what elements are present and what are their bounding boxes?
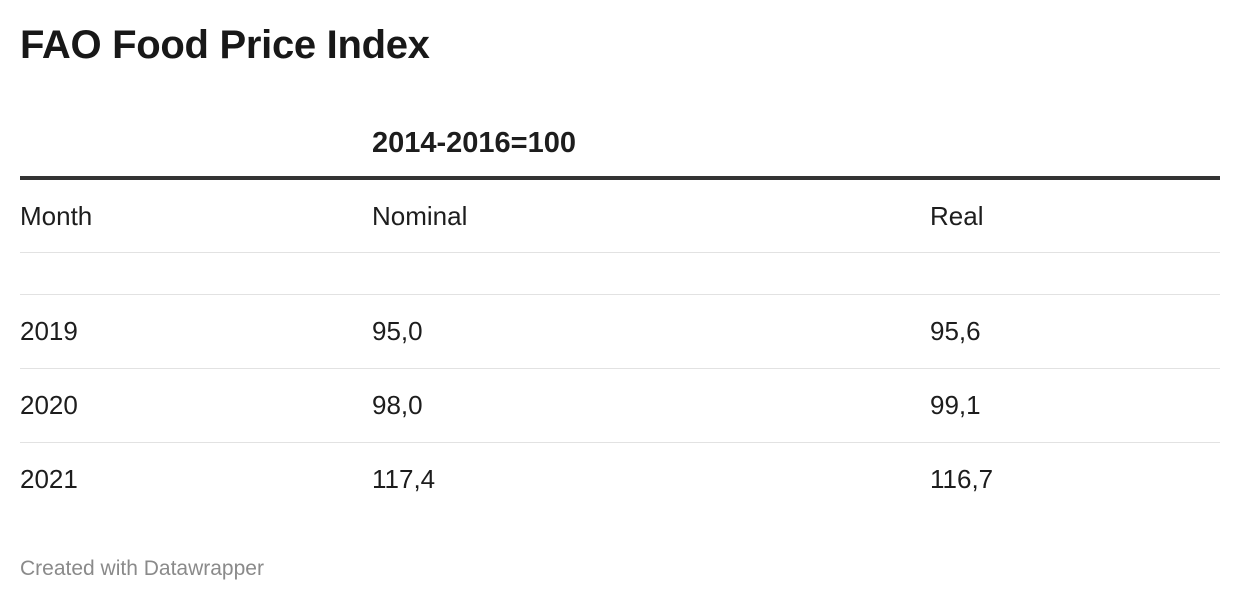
data-table-container: 2014-2016=100 Month Nominal Real 2019 95…: [20, 110, 1221, 517]
table-row: 2019 95,0 95,6: [20, 294, 1221, 369]
blank-row: [20, 252, 1221, 295]
cell-nominal: 117,4: [372, 464, 436, 494]
table-row: 2021 117,4 116,7: [20, 443, 1220, 517]
cell-real: 95,6: [930, 294, 1221, 369]
datawrapper-credit: Created with Datawrapper: [20, 557, 264, 580]
blank-cell: [930, 252, 1221, 295]
column-group-label: 2014-2016=100: [372, 110, 1221, 180]
column-header-row: Month Nominal Real: [20, 178, 1221, 253]
column-header-nominal[interactable]: Nominal: [372, 178, 930, 253]
cell-nominal: 98,0: [372, 368, 930, 443]
cell-month: 2019: [20, 294, 372, 369]
column-group-spacer: [20, 110, 372, 180]
column-group-header-row: 2014-2016=100: [20, 110, 1221, 180]
table-row: 2020 98,0 99,1: [20, 368, 1221, 443]
cell-nominal: 95,0: [372, 294, 930, 369]
cell-real: 116,7: [930, 464, 994, 494]
cell-month: 2021: [20, 464, 78, 494]
blank-cell: [20, 252, 372, 295]
cell-month: 2020: [20, 368, 372, 443]
column-header-month[interactable]: Month: [20, 178, 372, 253]
chart-title: FAO Food Price Index: [20, 23, 430, 67]
data-table: 2014-2016=100 Month Nominal Real 2019 95…: [20, 110, 1221, 517]
blank-cell: [372, 252, 930, 295]
column-header-real[interactable]: Real: [930, 178, 1221, 253]
cell-real: 99,1: [930, 368, 1221, 443]
